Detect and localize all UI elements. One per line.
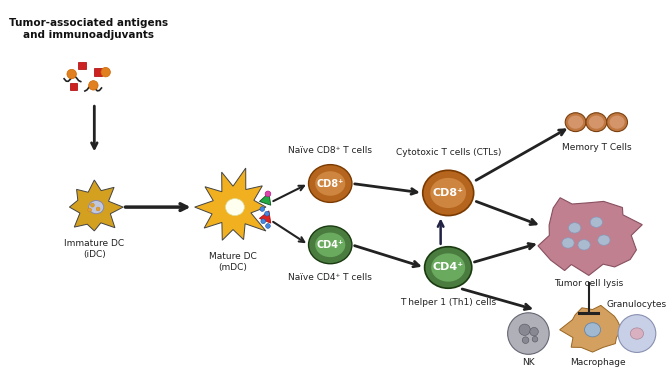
Bar xyxy=(70,83,77,90)
Ellipse shape xyxy=(589,116,604,129)
Circle shape xyxy=(67,70,76,79)
Circle shape xyxy=(265,211,269,216)
Circle shape xyxy=(261,219,265,223)
Circle shape xyxy=(532,336,538,342)
Text: NK: NK xyxy=(522,358,535,367)
Bar xyxy=(78,62,86,70)
Circle shape xyxy=(265,191,271,197)
Ellipse shape xyxy=(308,226,352,264)
Ellipse shape xyxy=(562,238,574,248)
Text: Naïve CD8⁺ T cells: Naïve CD8⁺ T cells xyxy=(288,146,373,155)
Ellipse shape xyxy=(565,113,586,132)
Polygon shape xyxy=(195,168,266,240)
Ellipse shape xyxy=(430,178,466,208)
Ellipse shape xyxy=(315,171,345,196)
Circle shape xyxy=(265,223,270,228)
Text: Naïve CD4⁺ T cells: Naïve CD4⁺ T cells xyxy=(288,273,372,282)
Ellipse shape xyxy=(569,223,581,233)
Ellipse shape xyxy=(308,165,352,202)
Text: Mature DC
(mDC): Mature DC (mDC) xyxy=(209,252,257,272)
Circle shape xyxy=(88,208,92,212)
Text: Memory T Cells: Memory T Cells xyxy=(561,143,631,152)
Text: Immature DC
(iDC): Immature DC (iDC) xyxy=(64,239,125,258)
Circle shape xyxy=(618,314,656,353)
Ellipse shape xyxy=(584,323,600,337)
Ellipse shape xyxy=(586,113,607,132)
Text: CD4⁺: CD4⁺ xyxy=(433,263,464,273)
Circle shape xyxy=(260,207,265,211)
Text: Tumor-associated antigens
and immunoadjuvants: Tumor-associated antigens and immunoadju… xyxy=(9,18,168,40)
Text: CD8⁺: CD8⁺ xyxy=(433,188,464,198)
Text: CD8⁺: CD8⁺ xyxy=(316,179,344,189)
Circle shape xyxy=(519,324,530,336)
Polygon shape xyxy=(259,193,271,205)
Ellipse shape xyxy=(610,116,624,129)
Text: Macrophage: Macrophage xyxy=(570,358,626,367)
Circle shape xyxy=(88,81,98,90)
Text: Granulocytes: Granulocytes xyxy=(607,300,667,309)
Circle shape xyxy=(101,68,111,77)
Circle shape xyxy=(530,328,538,336)
Ellipse shape xyxy=(431,253,465,281)
Ellipse shape xyxy=(315,233,345,257)
Polygon shape xyxy=(538,198,643,275)
Ellipse shape xyxy=(88,200,104,214)
Ellipse shape xyxy=(423,170,474,215)
Ellipse shape xyxy=(598,235,610,245)
Ellipse shape xyxy=(568,116,583,129)
Circle shape xyxy=(523,337,529,343)
Ellipse shape xyxy=(630,328,643,339)
Ellipse shape xyxy=(226,199,245,215)
Polygon shape xyxy=(559,305,622,352)
Circle shape xyxy=(508,313,549,354)
Circle shape xyxy=(96,207,100,211)
Ellipse shape xyxy=(578,240,590,250)
Ellipse shape xyxy=(425,247,472,288)
Ellipse shape xyxy=(607,113,628,132)
Ellipse shape xyxy=(590,217,602,227)
Bar xyxy=(94,68,102,76)
Polygon shape xyxy=(259,211,271,223)
Text: Tumor cell lysis: Tumor cell lysis xyxy=(554,279,623,288)
Text: Cytotoxic T cells (CTLs): Cytotoxic T cells (CTLs) xyxy=(395,148,501,157)
Text: T helper 1 (Th1) cells: T helper 1 (Th1) cells xyxy=(400,298,496,307)
Text: CD4⁺: CD4⁺ xyxy=(317,240,344,250)
Circle shape xyxy=(90,203,94,207)
Polygon shape xyxy=(70,180,123,231)
